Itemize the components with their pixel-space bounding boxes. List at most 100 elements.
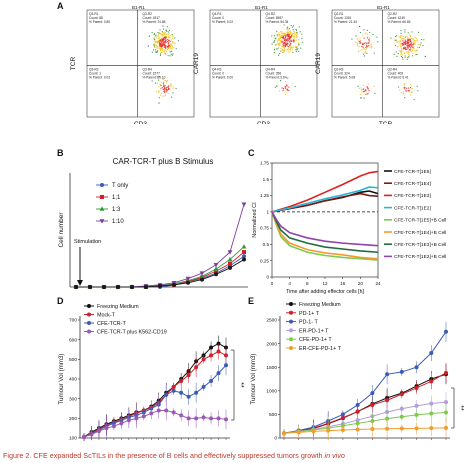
- flow-event: [172, 41, 174, 43]
- flow-event: [400, 55, 402, 58]
- flow-event: [407, 39, 409, 41]
- flow-event: [283, 35, 285, 37]
- flow-event: [409, 36, 411, 38]
- flow-event: [280, 35, 282, 38]
- chart-c-series-line: [271, 211, 379, 247]
- flow-event: [301, 41, 303, 43]
- flow-event: [359, 37, 361, 39]
- flow-event: [162, 95, 164, 97]
- flow-event: [416, 53, 418, 55]
- flow-event: [165, 41, 167, 43]
- flow-event: [400, 32, 402, 34]
- chart-d-point: [186, 416, 191, 421]
- flow-event: [161, 49, 163, 51]
- flow-event: [283, 32, 285, 34]
- flow-event: [163, 32, 165, 34]
- chart-b-legend-label: 1;1: [112, 195, 121, 201]
- flow-event: [166, 26, 168, 28]
- flow-event: [166, 30, 168, 33]
- flow-event: [404, 47, 406, 49]
- flow-event: [154, 42, 156, 44]
- flow-event: [400, 38, 402, 40]
- flow-event: [286, 28, 288, 30]
- flow-event: [364, 32, 366, 34]
- flow-event: [161, 41, 163, 43]
- flow-event: [367, 88, 369, 90]
- flow-event: [162, 78, 164, 80]
- flow-event: [162, 28, 164, 30]
- flow-event: [404, 48, 406, 50]
- chart-d-point: [89, 432, 94, 437]
- flow-event: [170, 83, 172, 86]
- quadrant-stat: Count: 409: [388, 72, 404, 76]
- chart-d-point: [164, 392, 169, 397]
- flow-event: [288, 46, 290, 48]
- flow-event: [167, 55, 169, 57]
- flow-event: [159, 41, 161, 43]
- flow-event: [369, 37, 371, 39]
- chart-e-legend-marker: [289, 328, 293, 333]
- flow-event: [361, 92, 363, 94]
- flow-event: [290, 31, 292, 33]
- flow-event: [363, 48, 365, 50]
- quadrant-stat: Count: 1361: [334, 16, 352, 20]
- flow-event: [289, 41, 291, 43]
- flow-event: [281, 32, 283, 34]
- flow-event: [361, 42, 363, 44]
- flow-event: [361, 48, 363, 50]
- flow-event: [369, 46, 371, 48]
- panel-letter-c: C: [248, 148, 255, 158]
- quadrant-stat: Q4-R2: [266, 12, 276, 16]
- chart-e-point: [414, 403, 419, 408]
- flow-event: [400, 92, 402, 94]
- flow-event: [287, 48, 289, 50]
- caption-italic: in vivo: [324, 451, 345, 460]
- chart-d-ytick-label: 500: [69, 357, 77, 363]
- flow-event: [301, 37, 303, 39]
- flow-event: [155, 52, 157, 54]
- flow-event: [174, 42, 176, 44]
- flow-event: [296, 49, 298, 51]
- flow-event: [288, 36, 290, 38]
- flow-event: [284, 33, 286, 35]
- flow-event: [155, 49, 157, 51]
- flow-event: [281, 45, 283, 47]
- flow-event: [366, 93, 368, 95]
- chart-b: CAR-TCR-T plus B Stimulus Cell number Stim…: [58, 157, 248, 290]
- flow-event: [163, 46, 166, 48]
- flow-event: [162, 25, 164, 27]
- flow-event: [286, 27, 288, 29]
- flow-event: [278, 33, 280, 35]
- quadrant-stat: % Parent: 5.08: [334, 76, 355, 80]
- chart-d-point: [82, 435, 86, 440]
- chart-e-ytick-label: 0: [274, 436, 277, 442]
- flow-event: [166, 80, 168, 82]
- flow-event: [364, 48, 366, 50]
- flow-event: [407, 44, 409, 46]
- chart-e-point: [444, 329, 448, 334]
- flow-event: [278, 43, 280, 46]
- flow-event: [296, 35, 298, 37]
- flow-event: [271, 43, 273, 45]
- flow-event: [293, 35, 295, 37]
- chart-c-xtick-label: 8: [306, 281, 309, 286]
- chart-e-point: [340, 423, 345, 428]
- flow-event: [365, 42, 367, 44]
- chart-d: 100 200 300 400 500 600 700 Tumour Vol (mm3) Fre…: [58, 304, 244, 442]
- flow-event: [285, 42, 287, 44]
- flow-event: [407, 53, 409, 55]
- flow-event: [164, 33, 166, 35]
- flow-event: [169, 40, 171, 43]
- flow-event: [298, 44, 300, 46]
- chart-d-point: [209, 378, 214, 383]
- chart-c-ytick-label: 0.25: [260, 258, 269, 263]
- flow-event: [171, 47, 173, 50]
- flow-event: [398, 36, 400, 38]
- flow-event: [356, 45, 359, 47]
- flow-event: [170, 96, 173, 98]
- flow-event: [408, 50, 410, 52]
- flow-event: [160, 40, 162, 42]
- chart-e-series-line: [283, 427, 447, 434]
- chart-c-series-line: [271, 192, 379, 213]
- chart-c-ytick-label: 1: [266, 209, 269, 214]
